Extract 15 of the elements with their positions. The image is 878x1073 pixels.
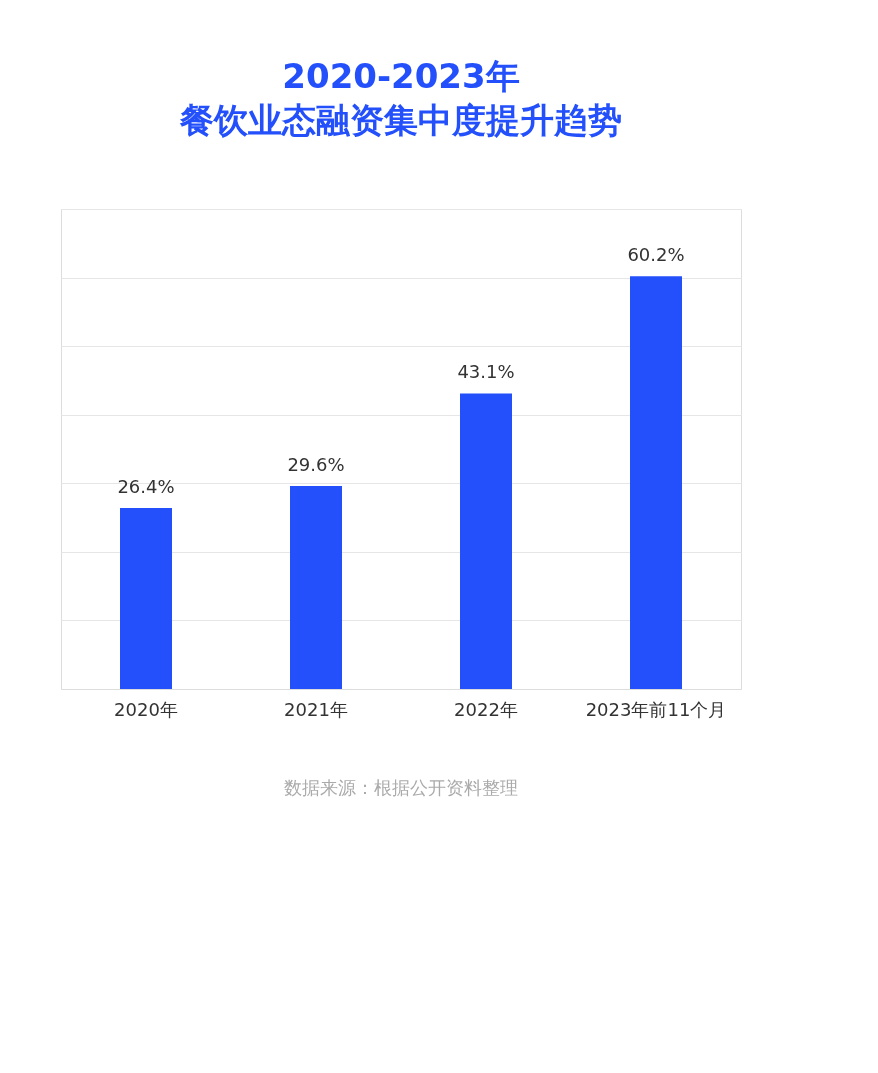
data-label: 43.1% [457,361,515,383]
data-label: 29.6% [287,454,345,476]
x-tick-label: 2022年 [454,698,518,720]
bar [290,486,342,689]
chart-title: 2020-2023年 [282,56,520,96]
x-tick-label: 2020年 [114,698,178,720]
x-tick-label: 2023年前11个月 [585,698,727,720]
bar [460,393,512,689]
x-tick-label: 2021年 [284,698,348,720]
bar [120,507,172,689]
chart-subtitle: 餐饮业态融资集中度提升趋势 [179,100,622,140]
source-note: 数据来源：根据公开资料整理 [284,776,518,798]
data-label: 60.2% [627,244,685,266]
bar [630,276,682,689]
data-label: 26.4% [117,475,175,497]
